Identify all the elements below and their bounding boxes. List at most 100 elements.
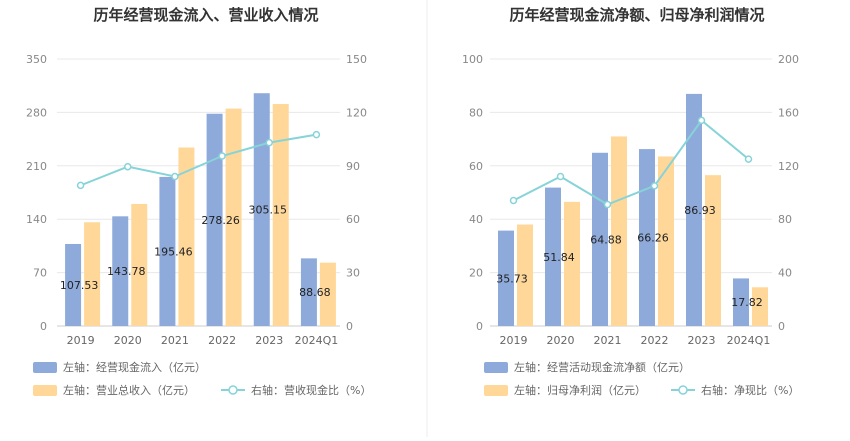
legend-swatch-line-marker: [228, 385, 238, 395]
right-axis-tick-label: 90: [346, 160, 360, 173]
ratio-line-point: [171, 172, 179, 181]
bar-cash-inflow: [112, 216, 129, 326]
ratio-line: [513, 118, 750, 206]
ratio-line-point: [650, 182, 659, 190]
bar-total-revenue: [84, 222, 101, 326]
bar-operating-cash-net: [545, 187, 561, 326]
bar-operating-cash-net: [592, 152, 608, 326]
legend-swatch-line-marker: [678, 385, 688, 395]
x-axis-tick-label: 2022: [641, 334, 669, 347]
right-axis-tick-label: 60: [346, 213, 360, 226]
bar-net-profit: [658, 156, 674, 326]
ratio-line-point: [697, 116, 706, 125]
bar-total-revenue: [272, 104, 289, 326]
bar-operating-cash-net: [498, 230, 514, 326]
bar-data-label: 107.53: [60, 279, 99, 292]
bar-data-label: 195.46: [154, 245, 193, 258]
bar-net-profit: [611, 136, 627, 326]
ratio-line-point: [556, 172, 565, 181]
right-axis-tick-label: 120: [346, 106, 367, 119]
x-axis-tick-label: 2021: [161, 334, 189, 347]
legend-label: 左轴：经营现金流入（亿元）: [63, 360, 206, 374]
bar-cash-inflow: [253, 93, 270, 326]
x-axis-tick-label: 2019: [67, 334, 95, 347]
x-axis-tick-label: 2024Q1: [727, 334, 771, 347]
chart-title: 历年经营现金流净额、归母净利润情况: [509, 6, 764, 24]
right-axis-tick-label: 120: [778, 160, 799, 173]
bar-operating-cash-net: [686, 93, 702, 326]
x-axis-tick-label: 2020: [114, 334, 142, 347]
x-axis-tick-label: 2024Q1: [295, 334, 339, 347]
legend-swatch-bar-right: [33, 385, 57, 396]
bar-total-revenue: [225, 108, 242, 326]
right-axis-tick-label: 150: [346, 53, 367, 66]
bar-net-profit: [517, 224, 533, 326]
bar-data-label: 278.26: [201, 214, 240, 227]
left-axis-tick-label: 350: [26, 53, 47, 66]
chart-title: 历年经营现金流入、营业收入情况: [93, 6, 318, 24]
ratio-line-point: [218, 152, 226, 160]
legend-label: 右轴：营收现金比（%）: [251, 383, 371, 397]
ratio-line-point: [744, 155, 753, 163]
ratio-line-point: [312, 130, 321, 139]
bar-data-label: 17.82: [731, 296, 763, 309]
bar-cash-inflow: [206, 113, 223, 326]
bar-net-profit: [564, 201, 580, 326]
left-axis-tick-label: 140: [26, 213, 47, 226]
bar-data-label: 88.68: [299, 286, 331, 299]
legend-label: 左轴：经营活动现金流净额（亿元）: [514, 360, 690, 374]
right-axis-tick-label: 0: [778, 320, 785, 333]
bar-cash-inflow: [65, 243, 82, 326]
ratio-line-point: [265, 138, 273, 147]
x-axis-tick-label: 2023: [688, 334, 716, 347]
x-axis-tick-label: 2022: [208, 334, 236, 347]
bar-net-profit: [752, 287, 768, 326]
legend-label: 左轴：归母净利润（亿元）: [514, 383, 646, 397]
left-axis-tick-label: 100: [462, 53, 483, 66]
ratio-line-point: [76, 181, 85, 190]
bar-data-label: 35.73: [496, 272, 528, 285]
x-axis-tick-label: 2019: [500, 334, 528, 347]
x-axis-tick-label: 2023: [255, 334, 283, 347]
ratio-line-point: [509, 196, 518, 205]
legend-swatch-bar-right: [484, 385, 508, 396]
legend-swatch-bar-left: [33, 362, 57, 373]
ratio-line-point: [603, 200, 612, 209]
left-axis-tick-label: 0: [40, 320, 47, 333]
legend-label: 右轴：净现比（%）: [701, 383, 799, 397]
bar-total-revenue: [319, 262, 336, 326]
right-axis-tick-label: 200: [778, 53, 799, 66]
left-axis-tick-label: 0: [476, 320, 483, 333]
legend-swatch-bar-left: [484, 362, 508, 373]
bar-total-revenue: [131, 203, 148, 326]
right-axis-tick-label: 30: [346, 267, 360, 280]
bar-net-profit: [705, 175, 721, 326]
right-axis-tick-label: 80: [778, 213, 792, 226]
bar-cash-inflow: [300, 258, 317, 326]
ratio-line: [80, 133, 317, 187]
right-axis-tick-label: 0: [346, 320, 353, 333]
bar-data-label: 51.84: [543, 251, 575, 264]
right-axis-tick-label: 160: [778, 106, 799, 119]
left-axis-tick-label: 20: [469, 267, 483, 280]
left-axis-tick-label: 210: [26, 160, 47, 173]
bar-data-label: 305.15: [249, 204, 288, 217]
left-axis-tick-label: 60: [469, 160, 483, 173]
bar-data-label: 143.78: [107, 265, 146, 278]
bar-operating-cash-net: [733, 278, 749, 326]
bar-data-label: 86.93: [684, 204, 716, 217]
bar-data-label: 64.88: [590, 233, 622, 246]
right-axis-tick-label: 40: [778, 267, 792, 280]
legend-label: 左轴：营业总收入（亿元）: [63, 383, 195, 397]
left-axis-tick-label: 40: [469, 213, 483, 226]
bar-total-revenue: [178, 147, 195, 326]
bar-operating-cash-net: [639, 149, 655, 326]
bar-data-label: 66.26: [637, 232, 669, 245]
left-axis-tick-label: 80: [469, 106, 483, 119]
left-axis-tick-label: 70: [33, 267, 47, 280]
ratio-line-point: [124, 162, 132, 171]
left-axis-tick-label: 280: [26, 106, 47, 119]
bar-cash-inflow: [159, 176, 176, 326]
